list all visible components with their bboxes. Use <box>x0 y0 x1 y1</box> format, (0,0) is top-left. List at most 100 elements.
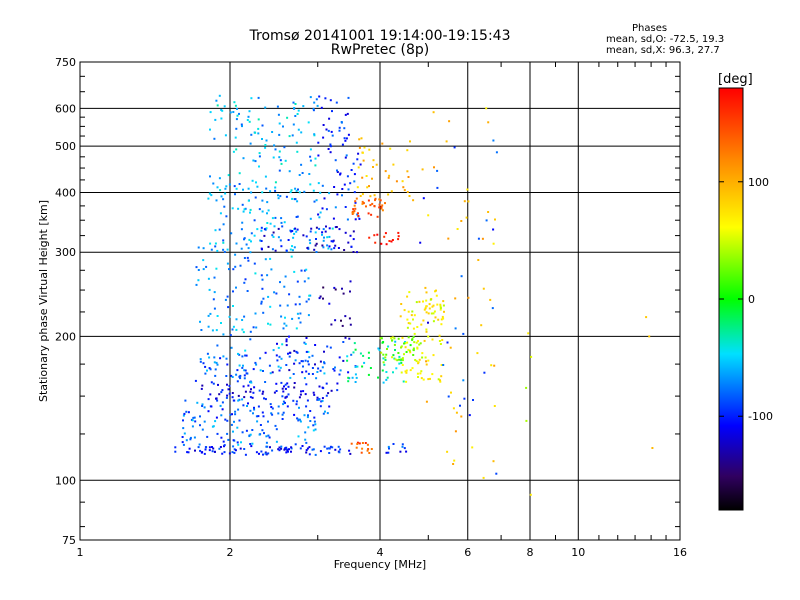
echo-point <box>277 365 280 368</box>
echo-point <box>299 321 302 324</box>
echo-point <box>327 129 330 132</box>
echo-point <box>189 436 192 439</box>
echo-point <box>288 351 291 354</box>
echo-point <box>283 285 286 288</box>
echo-point <box>244 278 247 281</box>
echo-point <box>243 257 246 259</box>
echo-point <box>305 337 308 339</box>
echo-point <box>492 228 495 231</box>
echo-point <box>216 249 219 252</box>
echo-point <box>322 412 325 415</box>
echo-point <box>249 396 252 399</box>
echo-point <box>288 369 291 372</box>
echo-point <box>218 393 221 396</box>
echo-point <box>261 199 264 202</box>
echo-point <box>241 221 244 224</box>
echo-point <box>323 361 325 364</box>
echo-point <box>436 303 439 306</box>
echo-point <box>466 188 469 191</box>
echo-point <box>249 330 252 333</box>
echo-point <box>307 360 309 363</box>
echo-point <box>212 447 215 450</box>
echo-point <box>250 381 253 384</box>
echo-point <box>210 405 213 408</box>
echo-point <box>260 226 263 229</box>
echo-point <box>339 448 342 451</box>
echo-point <box>244 453 247 456</box>
echo-point <box>425 330 428 333</box>
echo-point <box>432 312 435 315</box>
echo-point <box>199 320 201 323</box>
echo-point <box>406 326 409 329</box>
echo-point <box>193 416 196 419</box>
echo-point <box>346 355 349 358</box>
echo-point <box>312 107 315 110</box>
echo-point <box>433 310 436 313</box>
echo-point <box>226 262 229 265</box>
echo-point <box>351 376 354 379</box>
echo-point <box>399 315 402 318</box>
echo-point <box>346 218 349 221</box>
echo-point <box>290 255 293 258</box>
echo-point <box>481 237 484 240</box>
echo-point <box>221 389 224 392</box>
echo-point <box>358 138 361 141</box>
echo-point <box>230 423 233 426</box>
echo-point <box>264 144 267 146</box>
echo-point <box>210 381 213 384</box>
echo-point <box>182 443 185 446</box>
echo-point <box>276 105 279 108</box>
echo-point <box>388 174 391 177</box>
echo-point <box>278 133 281 136</box>
echo-point <box>274 249 277 252</box>
echo-point <box>250 388 252 391</box>
echo-point <box>261 191 264 194</box>
echo-point <box>355 446 358 449</box>
echo-point <box>352 230 355 233</box>
echo-point <box>222 198 225 201</box>
echo-point <box>453 459 456 462</box>
echo-point <box>234 193 236 196</box>
echo-point <box>194 420 197 423</box>
echo-point <box>302 365 304 368</box>
echo-point <box>317 182 320 185</box>
echo-point <box>418 358 421 361</box>
echo-point <box>234 449 237 452</box>
echo-point <box>197 269 200 271</box>
echo-point <box>275 428 278 431</box>
echo-point <box>271 449 274 452</box>
echo-point <box>363 361 366 364</box>
echo-point <box>223 205 226 208</box>
echo-point <box>347 188 350 191</box>
echo-point <box>425 305 428 308</box>
echo-point <box>356 443 359 445</box>
echo-point <box>495 151 498 154</box>
echo-point <box>317 141 320 144</box>
echo-point <box>321 366 324 369</box>
colorbar-tick-label: 100 <box>748 176 769 189</box>
echo-point <box>428 307 431 310</box>
echo-point <box>645 316 648 319</box>
echo-point <box>494 218 496 221</box>
echo-point <box>206 435 209 438</box>
echo-point <box>282 400 285 403</box>
echo-point <box>373 205 376 208</box>
echo-point <box>405 351 408 353</box>
echo-point <box>369 367 372 369</box>
echo-point <box>208 192 211 195</box>
echo-point <box>530 355 533 358</box>
echo-point <box>427 312 430 315</box>
echo-point <box>330 130 333 133</box>
echo-point <box>367 212 370 215</box>
echo-point <box>247 402 249 405</box>
echo-point <box>311 448 314 451</box>
echo-point <box>301 371 304 374</box>
echo-point <box>297 317 300 320</box>
echo-point <box>384 202 386 205</box>
echo-point <box>206 352 209 355</box>
echo-point <box>314 423 317 426</box>
echo-point <box>387 345 390 348</box>
echo-point <box>278 449 281 452</box>
echo-point <box>434 316 437 319</box>
echo-point <box>302 390 305 393</box>
